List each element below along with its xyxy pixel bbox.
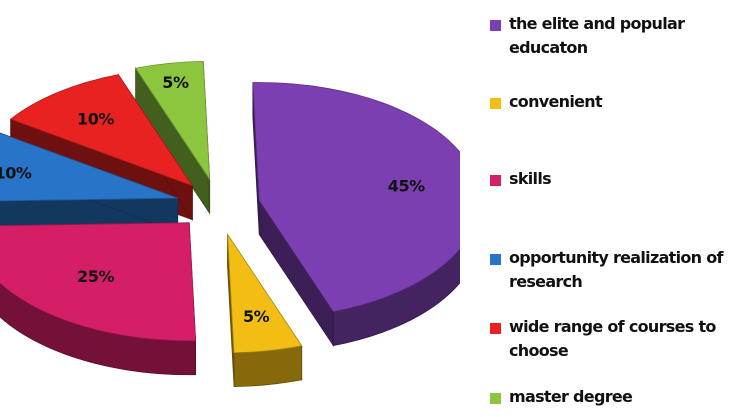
legend-item-skills: skills — [490, 167, 740, 191]
pie-slice-opportunity-research — [0, 132, 178, 202]
legend-label-master-degree: master degree — [509, 387, 633, 406]
legend-swatch-opportunity-research — [490, 254, 501, 265]
data-label-elite-popular-education: 45% — [388, 177, 425, 196]
legend-swatch-convenient — [490, 98, 501, 109]
pie-slice-skills — [0, 222, 197, 342]
legend-label-wide-range-courses: wide range of courses to choose — [509, 317, 716, 360]
legend-label-convenient: convenient — [509, 92, 603, 111]
pie-chart-svg: 45% 5% 25% 10% 10% 5% — [0, 60, 460, 387]
pie-top-faces — [0, 60, 460, 353]
legend-item-master-degree: master degree — [490, 385, 740, 409]
legend-label-elite-popular-education: the elite and popular educaton — [509, 14, 685, 57]
legend-swatch-wide-range-courses — [490, 323, 501, 334]
pie-slice-side-elite-popular-education — [332, 248, 460, 347]
legend-item-wide-range-courses: wide range of courses to choose — [490, 315, 740, 363]
pie-data-labels: 45% 5% 25% 10% 10% 5% — [0, 73, 426, 326]
legend-swatch-skills — [490, 175, 501, 186]
legend-swatch-elite-popular-education — [490, 20, 501, 31]
pie-slice-elite-popular-education — [252, 82, 460, 313]
legend-label-opportunity-research: opportunity realization of research — [509, 248, 724, 291]
legend-item-convenient: convenient — [490, 90, 740, 114]
data-label-skills: 25% — [77, 267, 114, 286]
pie-slice-convenient — [227, 233, 303, 353]
data-label-opportunity-research: 10% — [0, 163, 32, 182]
data-label-master-degree: 5% — [162, 73, 189, 92]
data-label-convenient: 5% — [243, 307, 270, 326]
pie-slice-wide-range-courses — [9, 74, 194, 187]
legend-item-elite-popular-education: the elite and popular educaton — [490, 12, 740, 60]
pie-slice-master-degree — [134, 60, 211, 181]
legend-swatch-master-degree — [490, 393, 501, 404]
legend-item-opportunity-research: opportunity realization of research — [490, 246, 740, 294]
legend-label-skills: skills — [509, 169, 552, 188]
pie-plot-area: 45% 5% 25% 10% 10% 5% — [0, 60, 460, 387]
data-label-wide-range-courses: 10% — [77, 109, 114, 128]
